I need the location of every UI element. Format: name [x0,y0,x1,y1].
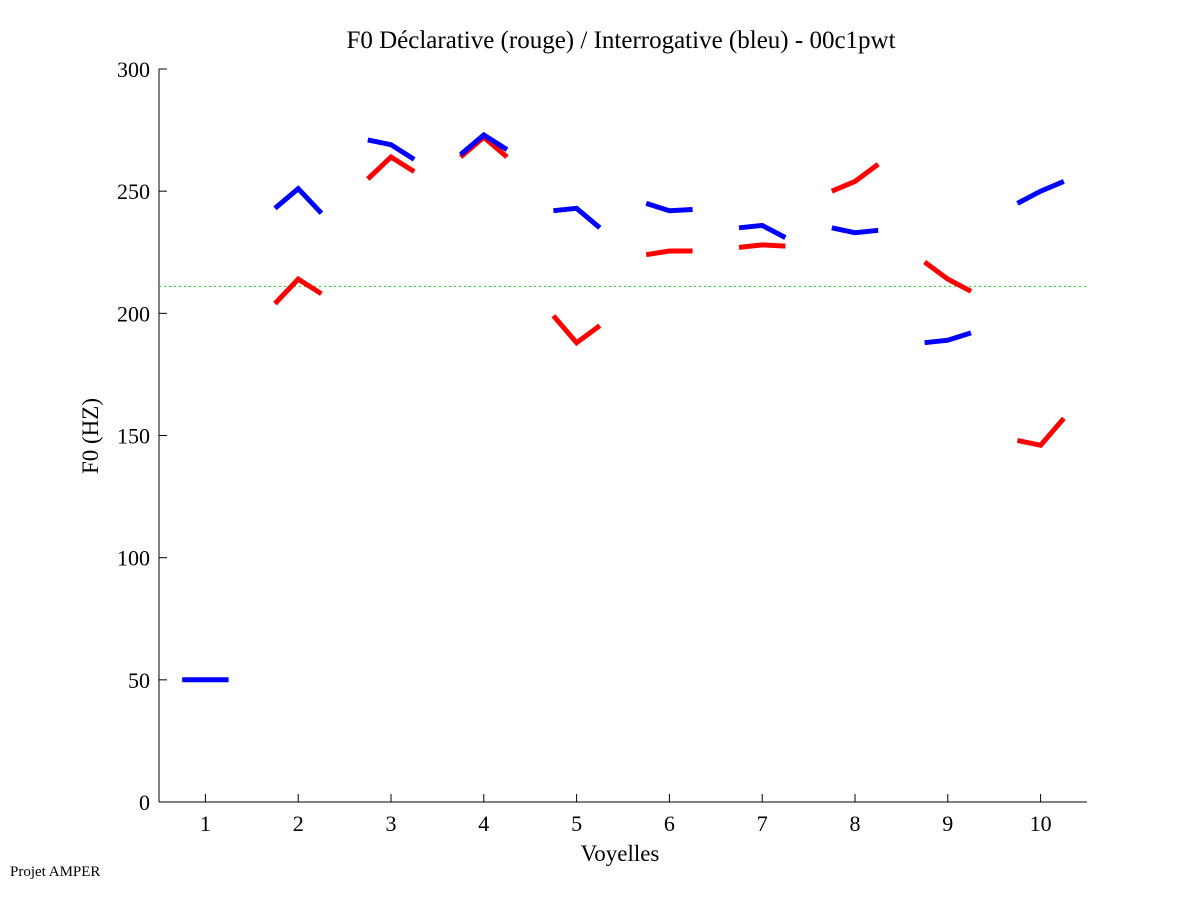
declarative-segment-vowel-2 [273,275,323,306]
declarative-segment-vowel-3 [366,153,416,181]
interrogative-segment-vowel-9 [924,330,972,346]
interrogative-segment-vowel-5 [553,205,602,230]
y-axis-label: F0 (HZ) [78,398,103,474]
y-tick-label: 300 [117,57,150,82]
y-tick-label: 50 [128,668,150,693]
interrogative-segment-vowel-8 [831,225,879,236]
x-tick-label: 9 [942,811,953,836]
x-tick-label: 4 [478,811,489,836]
declarative-segment-vowel-5 [551,314,602,347]
declarative-segment-vowel-7 [738,242,786,250]
declarative-segment-vowel-8 [830,162,880,194]
interrogative-segment-vowel-2 [273,185,324,215]
x-tick-label: 3 [386,811,397,836]
x-tick-label: 2 [293,811,304,836]
interrogative-segment-vowel-4 [458,131,509,157]
interrogative-segment-vowel-3 [367,137,416,162]
footer-note: Projet AMPER [10,864,101,880]
chart-title: F0 Déclarative (rouge) / Interrogative (… [346,27,895,54]
y-tick-label: 150 [117,424,150,449]
x-axis-label: Voyelles [581,841,660,866]
x-tick-label: 6 [664,811,675,836]
x-tick-label: 5 [571,811,582,836]
interrogative-segment-vowel-6 [645,201,693,214]
x-tick-label: 1 [200,811,211,836]
x-tick-label: 8 [850,811,861,836]
y-tick-label: 100 [117,546,150,571]
y-tick-label: 200 [117,301,150,326]
y-tick-label: 250 [117,179,150,204]
declarative-segment-vowel-6 [645,248,693,258]
declarative-segment-vowel-9 [923,259,973,294]
series-group [182,131,1066,683]
axes: 0 50 100 150 200 250 300 1 2 3 4 5 6 7 8 9 10 [117,57,1087,836]
x-tick-label: 7 [757,811,768,836]
x-tick-label: 10 [1030,811,1052,836]
interrogative-segment-vowel-10 [1016,179,1065,206]
interrogative-segment-vowel-7 [738,222,787,240]
declarative-segment-vowel-10 [1016,416,1066,449]
y-tick-label: 0 [139,790,150,815]
